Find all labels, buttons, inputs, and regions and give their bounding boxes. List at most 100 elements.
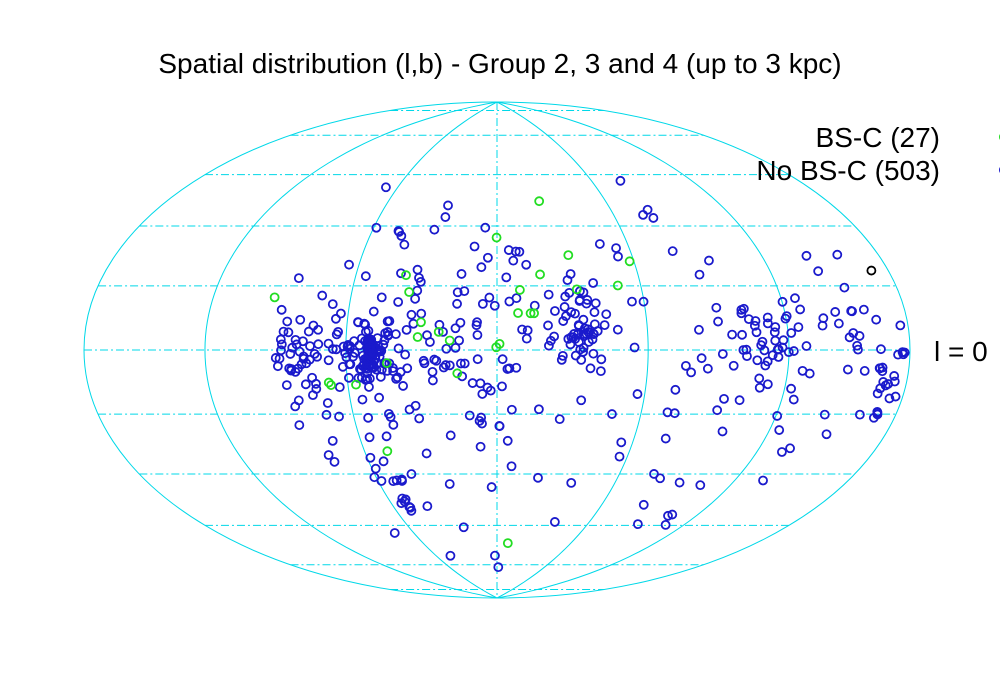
no-bs-c-point-ring bbox=[762, 318, 773, 329]
no-bs-c-point-ring bbox=[329, 456, 340, 467]
no-bs-c-point bbox=[303, 326, 314, 337]
no-bs-c-point-ring bbox=[364, 343, 375, 354]
no-bs-c-point-ring bbox=[497, 381, 507, 392]
no-bs-c-point-ring bbox=[327, 299, 338, 310]
no-bs-c-point bbox=[607, 409, 617, 419]
no-bs-c-point-ring bbox=[783, 347, 794, 358]
no-bs-c-point bbox=[833, 318, 844, 329]
no-bs-c-point bbox=[445, 550, 456, 561]
no-bs-c-point-ring bbox=[486, 482, 497, 492]
no-bs-c-point bbox=[276, 339, 287, 350]
no-bs-c-point-ring bbox=[502, 435, 513, 446]
no-bs-c-point bbox=[410, 400, 421, 411]
no-bs-c-point-ring bbox=[660, 520, 671, 530]
no-bs-c-point-ring bbox=[472, 354, 483, 365]
no-bs-c-point bbox=[514, 246, 525, 257]
bs-c-point bbox=[404, 287, 415, 297]
no-bs-c-point-ring bbox=[307, 372, 318, 383]
bs-c-point-ring bbox=[513, 308, 523, 318]
no-bs-c-point-ring bbox=[667, 246, 678, 257]
no-bs-c-point-ring bbox=[890, 391, 901, 402]
no-bs-c-point-ring bbox=[283, 327, 294, 338]
no-bs-c-point bbox=[344, 359, 355, 370]
no-bs-c-point-ring bbox=[445, 430, 456, 441]
no-bs-c-point-ring bbox=[786, 383, 796, 394]
no-bs-c-point-ring bbox=[456, 269, 467, 279]
no-bs-c-point-ring bbox=[313, 339, 324, 350]
no-bs-c-point bbox=[396, 230, 407, 241]
no-bs-c-point bbox=[578, 346, 588, 357]
no-bs-c-point bbox=[743, 314, 754, 325]
no-bs-c-point-ring bbox=[788, 394, 799, 405]
no-bs-c-point-ring bbox=[334, 411, 344, 422]
no-bs-c-point bbox=[821, 429, 832, 440]
bs-c-point-ring bbox=[491, 232, 502, 243]
no-bs-c-point-ring bbox=[889, 376, 900, 387]
no-bs-c-point bbox=[788, 346, 799, 356]
no-bs-c-point-ring bbox=[474, 415, 485, 426]
bs-c-point bbox=[382, 446, 393, 457]
no-bs-c-point bbox=[842, 364, 853, 375]
no-bs-c-point bbox=[454, 335, 465, 346]
no-bs-c-point bbox=[298, 353, 309, 364]
no-bs-c-point bbox=[393, 297, 404, 307]
no-bs-c-point-ring bbox=[830, 307, 841, 317]
no-bs-c-point-ring bbox=[778, 335, 789, 346]
no-bs-c-point-ring bbox=[777, 296, 788, 307]
no-bs-c-point-ring bbox=[456, 358, 466, 369]
no-bs-c-point-ring bbox=[522, 325, 533, 336]
no-bs-c-point bbox=[752, 355, 763, 366]
no-bs-c-point bbox=[285, 349, 296, 359]
no-bs-c-point-ring bbox=[694, 324, 704, 335]
bs-c-point bbox=[444, 335, 455, 346]
no-bs-c-point bbox=[751, 327, 762, 338]
no-bs-c-point bbox=[758, 475, 768, 486]
no-bs-c-point-ring bbox=[534, 404, 544, 415]
no-bs-c-series bbox=[270, 175, 910, 573]
no-bs-c-point bbox=[783, 347, 794, 358]
no-bs-c-point bbox=[348, 351, 358, 362]
no-bs-c-point bbox=[772, 411, 783, 421]
no-bs-c-point bbox=[422, 501, 433, 512]
no-bs-c-point-ring bbox=[574, 320, 584, 331]
no-bs-c-point bbox=[660, 433, 671, 444]
grid-meridian bbox=[204, 101, 498, 599]
no-bs-c-point-ring bbox=[737, 329, 747, 340]
no-bs-c-point bbox=[570, 333, 581, 344]
no-bs-c-point-ring bbox=[762, 312, 773, 323]
no-bs-c-point bbox=[450, 342, 461, 353]
no-bs-c-point-ring bbox=[583, 337, 594, 347]
no-bs-c-point bbox=[308, 390, 318, 401]
no-bs-c-point bbox=[455, 317, 466, 328]
no-bs-c-point-ring bbox=[455, 317, 466, 328]
no-bs-c-point bbox=[767, 350, 778, 361]
no-bs-c-point-ring bbox=[353, 317, 363, 327]
bs-c-point bbox=[381, 358, 392, 368]
no-bs-c-point-ring bbox=[382, 316, 393, 327]
no-bs-c-point bbox=[391, 475, 402, 486]
no-bs-c-point-ring bbox=[344, 259, 354, 270]
no-bs-c-point bbox=[467, 378, 478, 388]
no-bs-c-point bbox=[472, 354, 483, 365]
bs-c-point-ring bbox=[323, 377, 334, 388]
no-bs-c-point bbox=[452, 287, 463, 298]
no-bs-c-point-ring bbox=[282, 316, 293, 327]
no-bs-c-point bbox=[323, 355, 334, 366]
no-bs-c-point bbox=[502, 364, 513, 374]
highlight-point bbox=[866, 265, 877, 276]
no-bs-c-point bbox=[490, 550, 500, 561]
no-bs-c-point bbox=[276, 304, 287, 315]
no-bs-c-point-ring bbox=[566, 477, 577, 488]
no-bs-c-point-ring bbox=[694, 269, 705, 280]
no-bs-c-point-ring bbox=[397, 493, 408, 504]
no-bs-c-point-ring bbox=[818, 313, 829, 324]
no-bs-c-point-ring bbox=[854, 331, 865, 341]
no-bs-c-point-ring bbox=[663, 510, 673, 521]
no-bs-c-point-ring bbox=[391, 475, 402, 486]
no-bs-c-point-ring bbox=[381, 182, 391, 193]
no-bs-c-point-ring bbox=[801, 341, 812, 351]
no-bs-c-point bbox=[290, 334, 301, 345]
no-bs-c-point-ring bbox=[440, 360, 451, 370]
no-bs-c-point-ring bbox=[712, 405, 723, 416]
no-bs-c-point bbox=[400, 349, 411, 360]
